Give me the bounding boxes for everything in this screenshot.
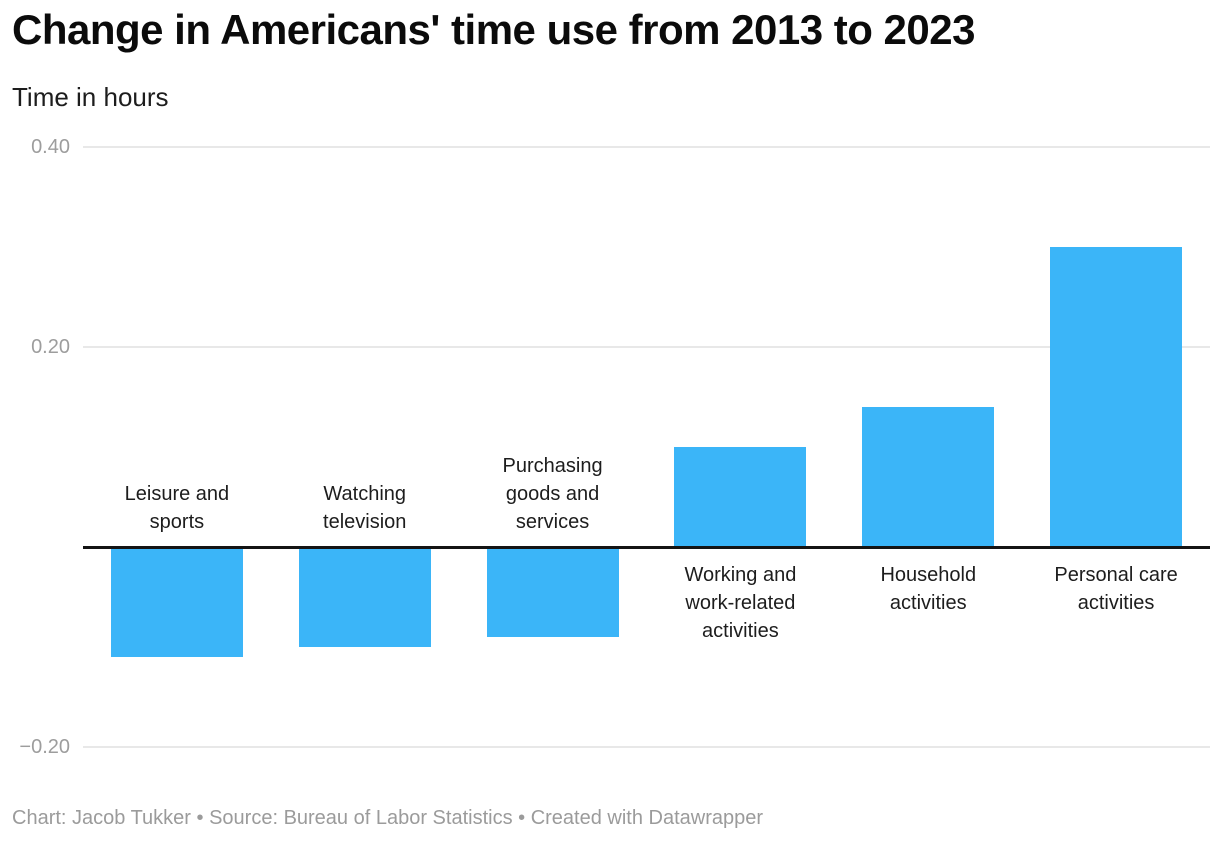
bar <box>486 547 619 637</box>
y-axis-tick-label: 0.20 <box>31 336 70 358</box>
category-label: Watching television <box>323 483 407 533</box>
y-gridline <box>83 746 1210 748</box>
category-label: Personal care activities <box>1054 564 1178 614</box>
y-axis-tick-label: 0.40 <box>31 136 70 158</box>
category-label: Household activities <box>880 564 977 614</box>
chart-byline: Chart: Jacob Tukker • Source: Bureau of … <box>12 807 764 829</box>
bar <box>110 547 243 657</box>
category-label: Leisure and sports <box>124 483 230 533</box>
x-axis-baseline <box>83 546 1210 549</box>
y-axis-tick-label: −0.20 <box>19 736 70 758</box>
bar <box>298 547 431 647</box>
bar <box>674 447 807 547</box>
bar <box>1050 247 1183 547</box>
y-gridline <box>83 346 1210 348</box>
category-label: Purchasing goods and services <box>502 455 603 533</box>
y-gridline <box>83 146 1210 148</box>
chart-subtitle: Time in hours <box>12 82 169 112</box>
chart-title: Change in Americans' time use from 2013 … <box>12 6 975 53</box>
category-label: Working and work-related activities <box>684 564 797 642</box>
bar <box>862 407 995 547</box>
